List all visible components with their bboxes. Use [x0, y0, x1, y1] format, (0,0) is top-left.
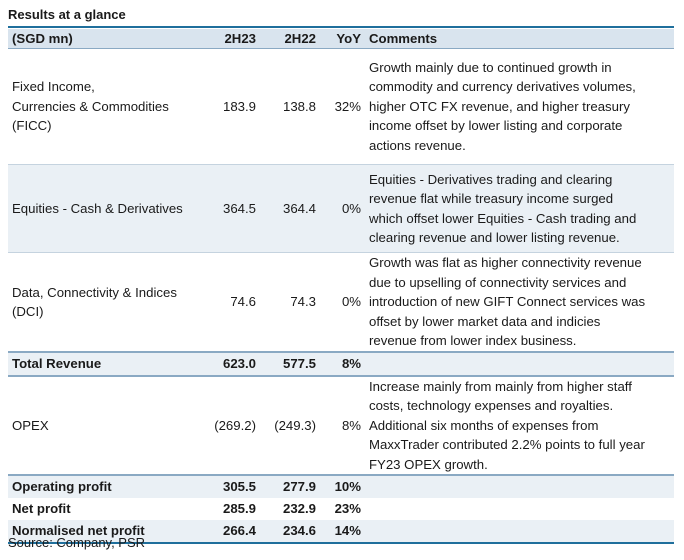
comment-line: Additional six months of expenses from: [369, 417, 599, 433]
value-yoy: 0%: [320, 252, 365, 353]
header-comments: Comments: [365, 29, 674, 49]
value-2h22: 364.4: [260, 164, 320, 253]
source-note: Source: Company, PSR: [8, 535, 146, 550]
comment-line: actions revenue.: [369, 137, 466, 153]
value-2h23: 623.0: [200, 351, 260, 377]
header-2h22: 2H22: [260, 29, 320, 49]
value-2h22: (249.3): [274, 417, 316, 433]
label-line: Data, Connectivity & Indices: [12, 284, 177, 300]
comment-line: Equities - Derivatives trading and clear…: [369, 171, 613, 187]
row-label: Fixed Income, Currencies & Commodities (…: [8, 48, 200, 165]
row-comment: [365, 351, 674, 377]
row-label: Data, Connectivity & Indices (DCI): [8, 252, 200, 353]
comment-line: higher OTC FX revenue, and higher treasu…: [369, 98, 630, 114]
value-2h23: 183.9: [200, 48, 260, 165]
comment-line: due to upselling of connectivity service…: [369, 274, 627, 290]
row-comment: [365, 498, 674, 520]
comment-line: income offset by lower listing and corpo…: [369, 118, 623, 134]
row-comment: Increase mainly from mainly from higher …: [365, 376, 674, 475]
value-2h23: (269.2): [214, 417, 256, 433]
comment-line: offset by lower market data and indicies: [369, 313, 601, 329]
comment-line: clearing revenue and lower listing reven…: [369, 229, 620, 245]
header-yoy: YoY: [320, 29, 365, 49]
comment-line: commodity and currency derivatives volum…: [369, 79, 636, 95]
row-comment: Equities - Derivatives trading and clear…: [365, 164, 674, 253]
row-dci: Data, Connectivity & Indices (DCI) 74.6 …: [8, 252, 674, 353]
row-equities: Equities - Cash & Derivatives 364.5 364.…: [8, 164, 674, 253]
value-yoy: 0%: [320, 164, 365, 253]
value-2h23: 266.4: [200, 520, 260, 545]
row-comment: [365, 520, 674, 545]
row-comment: Growth was flat as higher connectivity r…: [365, 252, 674, 353]
comment-line: Growth was flat as higher connectivity r…: [369, 255, 642, 271]
comment-line: which offset lower Equities - Cash tradi…: [369, 210, 637, 226]
label-line: (FICC): [12, 118, 52, 134]
value-yoy: 8%: [341, 417, 361, 433]
row-label: Normalised net profit: [8, 520, 200, 545]
header-row: (SGD mn) 2H23 2H22 YoY Comments: [8, 29, 674, 49]
value-2h22: 138.8: [260, 48, 320, 165]
label-line: Currencies & Commodities: [12, 98, 169, 114]
comment-line: Increase mainly from mainly from higher …: [369, 379, 632, 394]
value-yoy: 10%: [320, 474, 365, 499]
value-yoy: 23%: [334, 501, 361, 517]
row-ficc: Fixed Income, Currencies & Commodities (…: [8, 48, 674, 165]
value-yoy: 32%: [320, 48, 365, 165]
title-rule: [8, 26, 674, 28]
comment-line: Growth mainly due to continued growth in: [369, 59, 612, 75]
row-label: Equities - Cash & Derivatives: [8, 164, 200, 253]
value-yoy: 8%: [320, 351, 365, 377]
label-line: OPEX: [12, 417, 49, 433]
comment-line: costs, technology expenses and royalties…: [369, 398, 614, 414]
header-label: (SGD mn): [8, 29, 200, 49]
table-title: Results at a glance: [8, 7, 126, 22]
row-label: Net profit: [12, 501, 71, 517]
comment-line: revenue from lower index business.: [369, 333, 577, 349]
row-comment: Growth mainly due to continued growth in…: [365, 48, 674, 165]
value-2h23: 305.5: [200, 474, 260, 499]
comment-line: MaxxTrader contributed 2.2% points to fu…: [369, 437, 645, 453]
value-2h22: 232.9: [282, 501, 316, 517]
value-2h22: 577.5: [260, 351, 320, 377]
header-2h23: 2H23: [200, 29, 260, 49]
comment-line: FY23 OPEX growth.: [369, 456, 488, 472]
results-table: (SGD mn) 2H23 2H22 YoY Comments Fixed In…: [8, 29, 674, 545]
comment-line: revenue flat while treasury income surge…: [369, 191, 614, 207]
row-opex: OPEX (269.2) (249.3) 8% Increase mainly …: [8, 376, 674, 475]
value-yoy: 14%: [320, 520, 365, 545]
row-normalised-net-profit: Normalised net profit 266.4 234.6 14%: [8, 520, 674, 545]
label-line: Equities - Cash & Derivatives: [12, 200, 183, 216]
value-2h23: 285.9: [222, 501, 256, 517]
comment-line: introduction of new GIFT Connect service…: [369, 294, 646, 310]
value-2h23: 364.5: [200, 164, 260, 253]
value-2h23: 74.6: [200, 252, 260, 353]
row-total-revenue: Total Revenue 623.0 577.5 8%: [8, 351, 674, 377]
row-label: Operating profit: [8, 474, 200, 499]
value-2h22: 277.9: [260, 474, 320, 499]
row-label: Total Revenue: [8, 351, 200, 377]
row-operating-profit: Operating profit 305.5 277.9 10%: [8, 474, 674, 499]
row-net-profit: Net profit 285.9 232.9 23%: [8, 498, 674, 520]
value-2h22: 234.6: [260, 520, 320, 545]
label-line: Fixed Income,: [12, 79, 95, 95]
row-label: OPEX: [8, 376, 200, 475]
row-comment: [365, 474, 674, 499]
label-line: (DCI): [12, 304, 44, 319]
value-2h22: 74.3: [260, 252, 320, 353]
